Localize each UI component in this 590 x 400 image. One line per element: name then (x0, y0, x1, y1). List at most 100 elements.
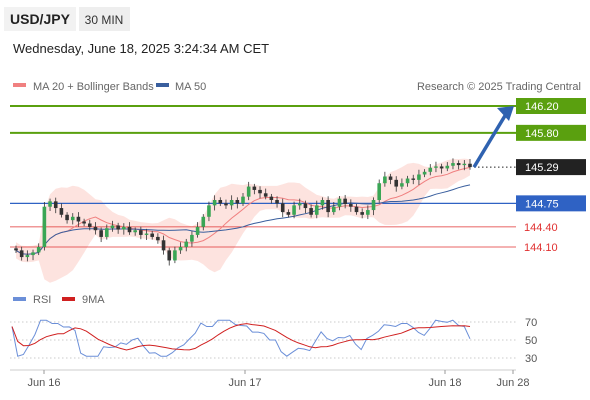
candle-body (36, 247, 41, 253)
candle-body (82, 221, 86, 224)
time-axis-label: Jun 16 (27, 377, 60, 389)
candle-body (207, 205, 211, 217)
rsi-tick-label: 30 (525, 353, 537, 365)
rsi-ma-legend-swatch (62, 297, 75, 301)
candle-body (173, 250, 177, 261)
time-axis: Jun 16 Jun 17 Jun 18 Jun 28 (27, 370, 530, 389)
projection-arrow-shaft (472, 113, 508, 169)
candle-body (456, 163, 461, 166)
projection-arrow-head (497, 106, 514, 121)
candle-body (394, 179, 399, 187)
candle-body (252, 186, 257, 190)
candle-body (303, 203, 308, 209)
symbol-badge (4, 7, 76, 31)
candle-body (241, 196, 245, 204)
ma20-legend-swatch (13, 83, 26, 87)
rsi-tick-label: 50 (525, 335, 537, 347)
candle-body (292, 205, 296, 215)
candle-body (258, 189, 262, 194)
ma20-legend-label: MA 20 + Bollinger Bands (33, 81, 154, 93)
support-label: 144.10 (524, 242, 558, 254)
candle-body (400, 183, 404, 187)
candle-body (116, 225, 120, 230)
candle-body (53, 201, 58, 209)
candle-body (178, 247, 183, 251)
candle-body (110, 225, 115, 229)
candle-body (343, 198, 347, 205)
candle-body (320, 200, 325, 206)
candle-body (122, 226, 126, 230)
candle-body (156, 236, 160, 241)
datetime-label: Wednesday, June 18, 2025 3:24:34 AM CET (13, 41, 269, 56)
moving-averages (15, 166, 471, 255)
candle-body (462, 163, 467, 166)
candle-body (105, 228, 109, 237)
candle-body (65, 214, 69, 221)
candle-body (451, 163, 455, 166)
rsi-line (11, 319, 471, 357)
candle-body (167, 250, 172, 261)
candle-body (417, 174, 421, 180)
candle-body (439, 166, 444, 169)
candle-body (332, 206, 336, 213)
candle-body (246, 186, 251, 197)
candle-body (235, 200, 240, 204)
candle-body (229, 200, 234, 206)
candle-body (133, 230, 137, 233)
candle-body (87, 223, 92, 227)
candle-body (428, 167, 433, 172)
ma20-line (15, 166, 471, 255)
candle-body (377, 183, 381, 200)
candle-body (297, 203, 302, 206)
candle-body (139, 230, 143, 235)
candle-body (314, 205, 319, 215)
candle-body (269, 196, 274, 200)
current-label: 145.29 (525, 162, 559, 174)
current-label-bg (516, 159, 586, 176)
candle-body (434, 166, 438, 168)
candle-body (31, 252, 35, 256)
candle-body (184, 241, 189, 247)
time-axis-label: Jun 28 (496, 377, 529, 389)
candle-body (144, 233, 149, 235)
level-labels: 146.20 145.80 145.29 144.75 144.40 144.10 (516, 98, 586, 254)
support-label: 144.40 (524, 222, 558, 234)
ma50-legend-swatch (156, 83, 169, 87)
candle-body (286, 212, 291, 215)
candle-body (218, 200, 223, 204)
candle-body (42, 206, 47, 247)
pivot-label: 144.75 (525, 198, 559, 210)
timeframe-badge (79, 7, 130, 31)
resistance-label: 146.20 (525, 101, 559, 113)
candle-body (195, 226, 200, 235)
candle-body (201, 216, 206, 227)
candle-body (468, 163, 472, 168)
projection-arrow (472, 106, 514, 169)
credit-label: Research © 2025 Trading Central (417, 81, 581, 93)
candle-body (190, 234, 194, 242)
candle-body (70, 216, 75, 221)
rsi-ma-legend-label: 9MA (82, 294, 105, 306)
resistance-label-bg (516, 98, 586, 114)
candle-body (263, 193, 268, 197)
candles (14, 158, 472, 266)
candle-body (360, 212, 364, 215)
candle-body (14, 248, 18, 251)
candle-body (371, 200, 376, 211)
candle-body (59, 208, 64, 215)
candle-body (127, 226, 132, 233)
candle-body (337, 198, 342, 207)
candle-body (76, 216, 81, 222)
candle-body (349, 204, 353, 207)
bollinger-band (16, 158, 470, 283)
ma50-legend-label: MA 50 (175, 81, 206, 93)
candle-body (99, 230, 103, 237)
candle-body (388, 176, 393, 180)
symbol-label: USD/JPY (10, 11, 71, 27)
time-axis-label: Jun 17 (228, 377, 261, 389)
time-axis-label: Jun 18 (428, 377, 461, 389)
candle-body (309, 208, 313, 215)
resistance-label: 145.80 (525, 128, 559, 140)
candle-body (383, 176, 387, 184)
